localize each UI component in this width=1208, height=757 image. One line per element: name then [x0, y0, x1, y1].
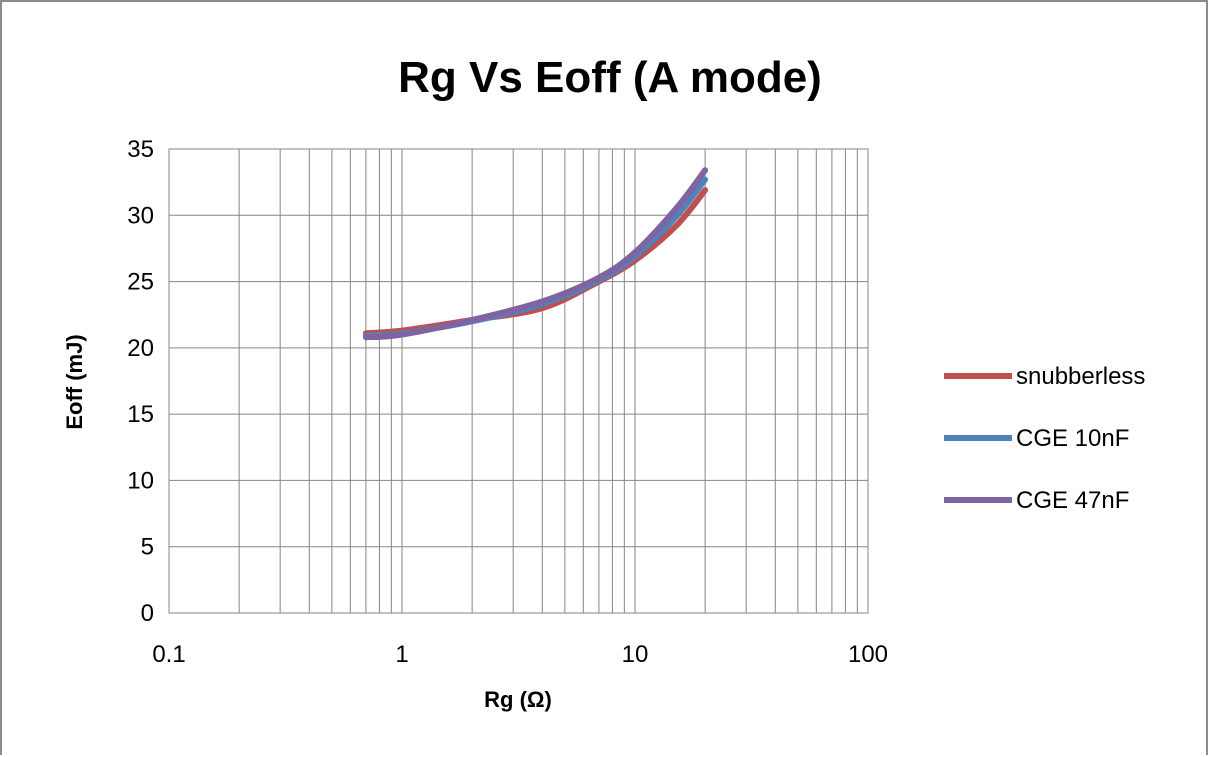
y-tick-label: 10 — [127, 467, 154, 494]
y-tick-label: 35 — [127, 136, 154, 163]
series-line-snubberless — [362, 187, 709, 337]
x-axis-title: Rg (Ω) — [484, 687, 552, 712]
legend-label: CGE 10nF — [1016, 425, 1129, 452]
x-tick-label: 100 — [848, 641, 888, 668]
grid — [168, 148, 869, 614]
x-tick-label: 0.1 — [152, 641, 185, 668]
series-line-cge-47nf — [362, 167, 709, 341]
y-tick-label: 0 — [141, 600, 154, 627]
y-tick-label: 25 — [127, 269, 154, 296]
y-tick-label: 20 — [127, 335, 154, 362]
legend-label: CGE 47nF — [1016, 487, 1129, 514]
legend-label: snubberless — [1016, 363, 1145, 390]
y-tick-label: 5 — [141, 534, 154, 561]
tick-labels: 0 5 10 15 20 25 30 35 0.1 1 10 100 — [127, 136, 888, 668]
y-tick-label: 30 — [127, 202, 154, 229]
legend: snubberless CGE 10nF CGE 47nF — [944, 363, 1145, 514]
chart-title: Rg Vs Eoff (A mode) — [398, 53, 822, 102]
plot-area-border — [168, 148, 869, 614]
y-tick-label: 15 — [127, 401, 154, 428]
series-lines — [362, 167, 709, 341]
x-tick-label: 1 — [395, 641, 408, 668]
x-tick-label: 10 — [622, 641, 649, 668]
y-axis-title: Eoff (mJ) — [62, 334, 87, 429]
